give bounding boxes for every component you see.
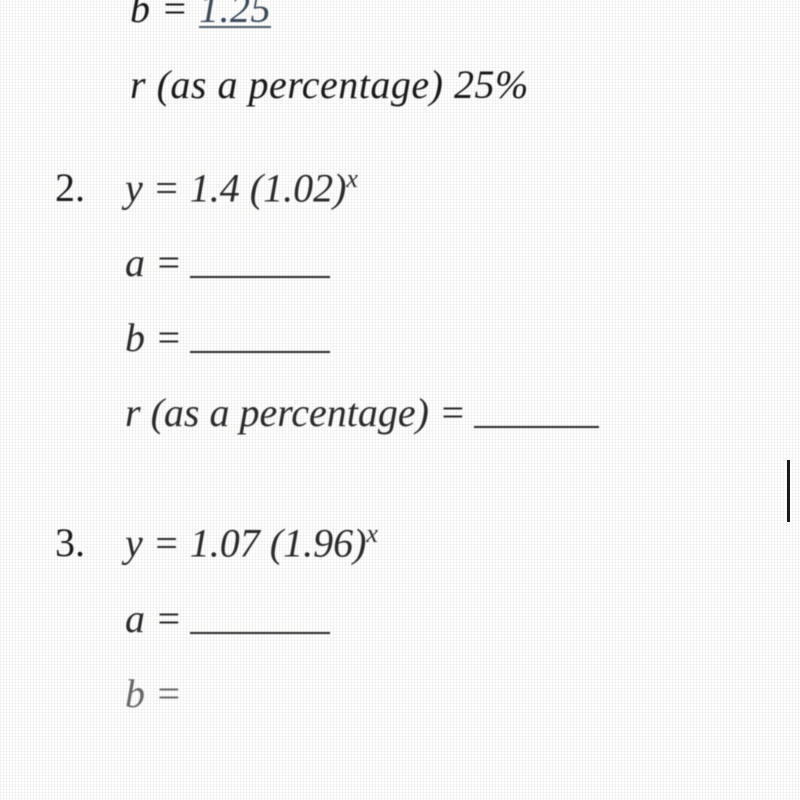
problem-2-body: y = 1.4 (1.02)x a = b = r (as a percenta… — [125, 164, 800, 464]
problem-number-2: 2. — [55, 164, 100, 211]
b-value: 1.25 — [199, 0, 271, 31]
equation-2: y = 1.4 (1.02)x — [125, 164, 800, 211]
r-percentage-line: r (as a percentage) 25% — [130, 61, 800, 109]
b-blank-line-3: b = — [125, 670, 800, 717]
worksheet-content: b = 1.25 r (as a percentage) 25% 2. y = … — [0, 0, 800, 717]
b-var: b — [130, 0, 151, 31]
b-equals-line: b = 1.25 — [130, 0, 800, 33]
blank-b-2[interactable] — [190, 345, 330, 353]
blank-a-2[interactable] — [190, 270, 330, 278]
b-blank-line: b = — [125, 314, 800, 361]
equation-3: y = 1.07 (1.96)x — [125, 519, 800, 566]
problem-1-partial: b = 1.25 r (as a percentage) 25% — [55, 0, 800, 109]
a-blank-line-3: a = — [125, 595, 800, 642]
a-blank-line: a = — [125, 239, 800, 286]
page-edge-mark — [787, 460, 790, 522]
problem-3-body: y = 1.07 (1.96)x a = b = — [125, 519, 800, 716]
blank-a-3[interactable] — [190, 626, 330, 634]
problem-number-3: 3. — [55, 519, 100, 566]
problem-2: 2. y = 1.4 (1.02)x a = b = r (as a perce… — [55, 164, 800, 464]
blank-r-2[interactable] — [474, 420, 599, 428]
problem-3: 3. y = 1.07 (1.96)x a = b = — [55, 519, 800, 716]
r-blank-line: r (as a percentage) = — [125, 389, 800, 436]
